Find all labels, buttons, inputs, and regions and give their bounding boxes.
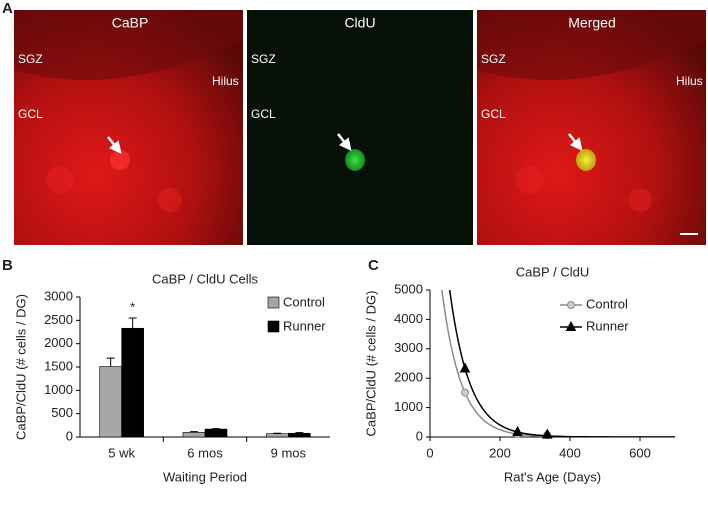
- legend-marker: [565, 320, 577, 331]
- image-title: CaBP: [112, 15, 149, 31]
- bar: [182, 432, 206, 438]
- x-tick-label: 400: [559, 445, 581, 460]
- region-label: SGZ: [251, 52, 276, 66]
- data-point: [512, 425, 523, 437]
- y-tick-label: 2000: [394, 370, 423, 385]
- y-tick-label: 4000: [394, 311, 423, 326]
- legend-label: Runner: [283, 318, 326, 333]
- y-axis-label: CaBP/CldU (# cells / DG): [363, 291, 378, 437]
- error-bar: [295, 432, 304, 434]
- region-label: SGZ: [18, 52, 43, 66]
- image-panel: CaBP SGZ Hilus GCL: [14, 10, 243, 245]
- image-panel: CldU SGZ GCL: [247, 10, 473, 245]
- y-axis-label: CaBP/CldU (# cells / DG): [13, 294, 28, 440]
- region-label: Hilus: [212, 74, 239, 88]
- error-bar: [128, 317, 137, 329]
- fit-curve: [448, 290, 675, 437]
- x-axis-label: Waiting Period: [163, 469, 247, 484]
- chart-title: CaBP / CldU Cells: [152, 271, 258, 286]
- panel-letter: B: [2, 257, 13, 274]
- data-point: [541, 428, 553, 439]
- y-tick-label: 1000: [44, 382, 73, 397]
- x-tick-label: 200: [489, 445, 511, 460]
- image-title: CldU: [344, 15, 375, 31]
- y-tick-label: 500: [51, 405, 73, 420]
- data-point: [461, 388, 469, 397]
- y-tick-label: 0: [416, 428, 423, 443]
- legend-label: Control: [283, 294, 325, 309]
- y-tick-label: 5000: [394, 281, 423, 296]
- bar: [266, 433, 289, 438]
- y-tick-label: 3000: [44, 288, 73, 303]
- error-bar: [190, 431, 198, 433]
- error-bar: [106, 357, 115, 367]
- legend-label: Control: [586, 296, 628, 311]
- y-tick-label: 1500: [44, 358, 73, 373]
- y-tick-label: 2500: [44, 312, 73, 327]
- x-tick-label: 6 mos: [187, 445, 223, 460]
- legend-marker: [567, 301, 575, 309]
- region-label: GCL: [251, 107, 276, 121]
- bar: [204, 428, 228, 438]
- panel-letter: A: [2, 0, 13, 17]
- y-tick-label: 1000: [394, 399, 423, 414]
- y-tick-label: 0: [66, 428, 73, 443]
- x-tick-label: 0: [426, 445, 433, 460]
- x-tick-label: 5 wk: [108, 445, 135, 460]
- significance-marker: *: [130, 299, 135, 314]
- legend-swatch: [267, 320, 280, 333]
- region-label: GCL: [18, 107, 43, 121]
- region-label: SGZ: [481, 52, 506, 66]
- region-label: GCL: [481, 107, 506, 121]
- x-tick-label: 600: [629, 445, 651, 460]
- bar: [121, 327, 144, 438]
- image-title: Merged: [568, 15, 615, 31]
- legend-label: Runner: [586, 318, 629, 333]
- x-axis-label: Rat's Age (Days): [504, 469, 601, 484]
- bar: [99, 366, 122, 438]
- bar: [288, 432, 311, 438]
- image-panel: Merged SGZ Hilus GCL: [477, 10, 706, 245]
- y-tick-label: 2000: [44, 335, 73, 350]
- chart-title: CaBP / CldU: [516, 264, 589, 279]
- data-point: [459, 362, 471, 373]
- legend-swatch: [267, 296, 280, 309]
- x-tick-label: 9 mos: [271, 445, 307, 460]
- region-label: Hilus: [676, 74, 703, 88]
- panel-letter: C: [368, 257, 379, 274]
- y-tick-label: 3000: [394, 340, 423, 355]
